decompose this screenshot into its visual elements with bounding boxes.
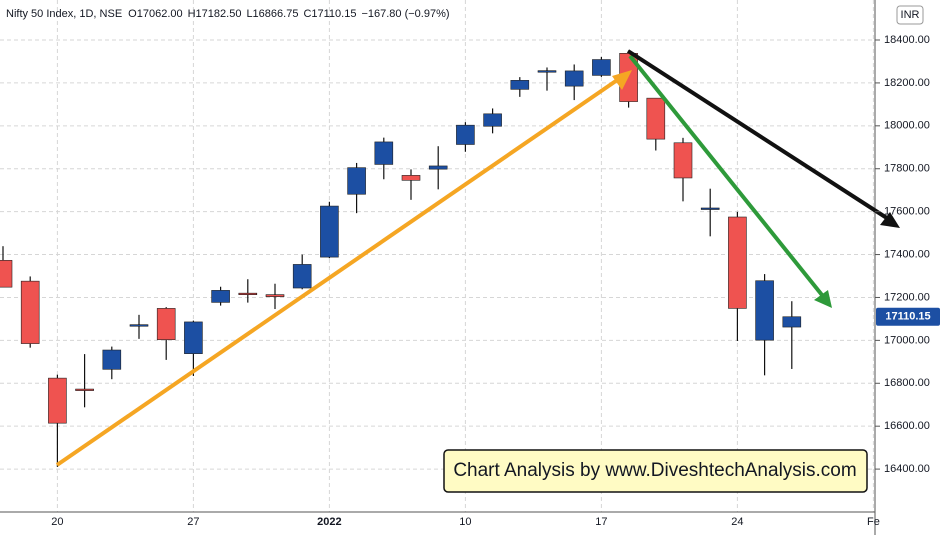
last-price-label: 17110.15 [885,311,930,323]
grid [0,0,875,512]
ohlc: C17110.15 [303,8,356,20]
arrow-head [814,290,832,308]
x-tick-label: Fe [867,516,880,528]
candle-body [428,165,448,170]
candle-body [564,70,584,87]
candle-body [292,264,312,289]
candle-body [265,294,285,297]
candle-body [156,308,176,341]
candle-body [102,349,122,370]
y-tick-label: 18200.00 [884,77,930,89]
candle-body [238,292,258,295]
arrow-head [612,70,632,90]
y-tick-label: 16400.00 [884,463,930,475]
x-tick-label: 27 [187,516,199,528]
currency[interactable]: INR [901,9,920,21]
y-tick-label: 16600.00 [884,420,930,432]
trend-line-down [628,54,828,302]
candle-body [700,207,720,210]
trend-line-long [626,49,895,224]
candle-body [129,324,149,327]
ohlc: L16866.75 [246,8,298,20]
candle-body [184,321,203,354]
y-tick-label: 17600.00 [884,206,930,218]
x-tick-label: 17 [595,516,607,528]
candle-body [347,167,366,195]
candles [0,50,802,467]
candle-body [755,280,774,341]
last-price-box [876,307,940,326]
annotation-box [443,449,868,493]
currency-box[interactable] [896,5,924,25]
candle-body [374,141,394,165]
change: −167.80 (−0.97%) [361,8,449,20]
candle-body [782,316,802,328]
y-tick-label: 17200.00 [884,291,930,303]
candle-body [483,113,502,127]
symbol: Nifty 50 Index, 1D, NSE [6,8,122,20]
annotation: Chart Analysis by www.DiveshtechAnalysis… [453,460,856,481]
header: Nifty 50 Index, 1D, NSE O17062.00 H17182.5… [6,8,450,20]
y-tick-label: 17000.00 [884,334,930,346]
ohlc: H17182.50 [188,8,242,20]
x-tick-label: 24 [731,516,743,528]
trend-line-up [55,72,628,467]
candle-body [48,377,67,424]
y-tick-label: 16800.00 [884,377,930,389]
candle-body [646,97,666,140]
candle-body [673,142,693,179]
candle-body [728,216,747,309]
y-tick-label: 17400.00 [884,248,930,260]
candle-body [510,80,530,90]
candle-body [211,290,230,303]
candle-body [20,280,40,344]
ohlc: O17062.00 [128,8,182,20]
y-tick-label: 17800.00 [884,163,930,175]
y-tick-label: 18400.00 [884,34,930,46]
candle-body [320,205,339,258]
x-tick-label: 10 [459,516,471,528]
candle-body [456,124,475,145]
y-tick-label: 18000.00 [884,120,930,132]
candle-body [75,388,94,391]
candle-body [401,175,421,181]
candle-body [537,70,557,73]
x-tick-label: 2022 [317,516,341,528]
candle-body [592,59,611,76]
x-tick-label: 20 [51,516,63,528]
candle-body [0,260,13,288]
arrow-head [880,212,900,228]
